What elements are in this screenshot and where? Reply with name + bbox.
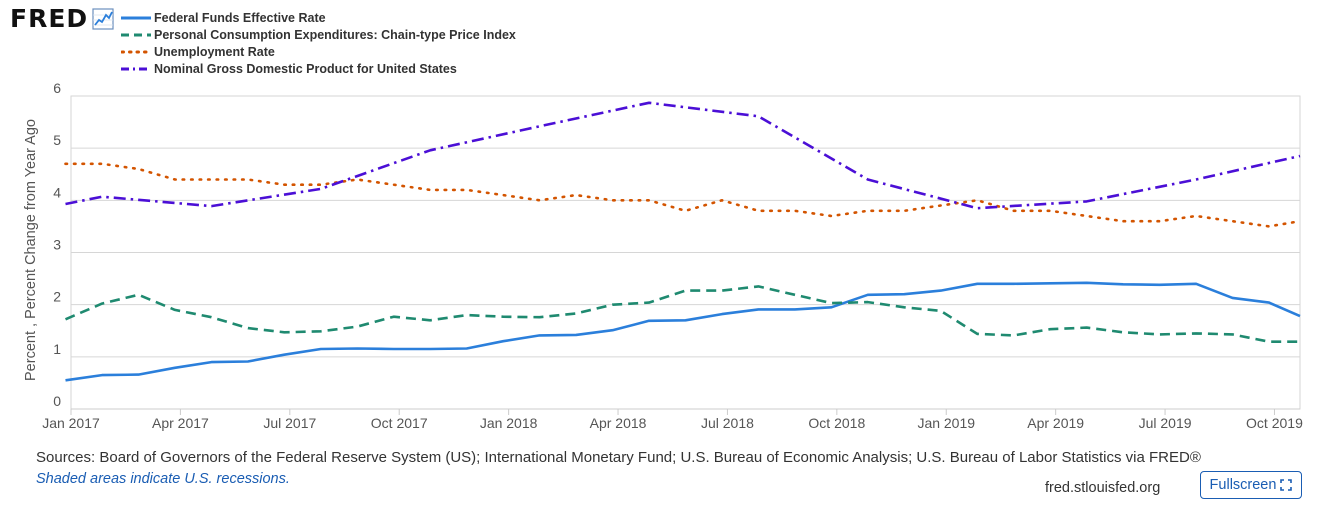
series-line-3[interactable] bbox=[65, 101, 1301, 210]
y-axis-label: Percent , Percent Change from Year Ago bbox=[23, 119, 39, 381]
y-tick-label: 6 bbox=[53, 80, 61, 96]
chart-legend: Federal Funds Effective Rate Personal Co… bbox=[121, 9, 516, 77]
series-line-0[interactable] bbox=[65, 281, 1301, 382]
x-tick-label: Jul 2018 bbox=[701, 415, 754, 431]
x-tick-label: Oct 2018 bbox=[808, 415, 865, 431]
axes: 0 1 2 3 4 5 6 Jan 2017 Apr 2017 Jul 2017 Oct 2017 J… bbox=[42, 80, 1303, 431]
x-tick-label: Jan 2017 bbox=[42, 415, 100, 431]
fullscreen-button[interactable]: Fullscreen bbox=[1200, 471, 1302, 499]
y-tick-label: 3 bbox=[53, 237, 61, 253]
y-tick-label: 0 bbox=[53, 393, 61, 409]
x-tick-label: Jan 2018 bbox=[480, 415, 538, 431]
legend-item[interactable]: Personal Consumption Expenditures: Chain… bbox=[121, 26, 516, 43]
legend-swatch-dashdot bbox=[121, 67, 151, 70]
y-tick-label: 1 bbox=[53, 341, 61, 357]
legend-item[interactable]: Nominal Gross Domestic Product for Unite… bbox=[121, 60, 516, 77]
sources-note: Sources: Board of Governors of the Feder… bbox=[36, 449, 1201, 466]
y-tick-label: 4 bbox=[53, 184, 61, 200]
legend-label: Personal Consumption Expenditures: Chain… bbox=[154, 27, 516, 42]
x-tick-label: Apr 2018 bbox=[590, 415, 647, 431]
line-chart[interactable]: 0 1 2 3 4 5 6 Jan 2017 Apr 2017 Jul 2017 Oct 2017 J… bbox=[0, 0, 1319, 440]
recession-note: Shaded areas indicate U.S. recessions. bbox=[36, 471, 290, 487]
x-tick-label: Oct 2017 bbox=[371, 415, 428, 431]
gridlines bbox=[70, 95, 1301, 410]
legend-swatch-dashed bbox=[121, 33, 151, 36]
site-link[interactable]: fred.stlouisfed.org bbox=[1045, 480, 1161, 496]
x-tick-label: Jul 2017 bbox=[263, 415, 316, 431]
y-tick-label: 5 bbox=[53, 132, 61, 148]
legend-item[interactable]: Federal Funds Effective Rate bbox=[121, 9, 516, 26]
x-tick-label: Apr 2019 bbox=[1027, 415, 1084, 431]
x-tick-label: Apr 2017 bbox=[152, 415, 209, 431]
series-layer bbox=[64, 101, 1302, 382]
legend-label: Nominal Gross Domestic Product for Unite… bbox=[154, 61, 457, 76]
fred-logo-text: FRED bbox=[10, 4, 89, 33]
legend-swatch-dotted bbox=[121, 50, 151, 53]
x-tick-label: Jan 2019 bbox=[917, 415, 975, 431]
legend-swatch-solid bbox=[121, 16, 151, 19]
legend-item[interactable]: Unemployment Rate bbox=[121, 43, 516, 60]
fred-logo[interactable]: FRED bbox=[10, 4, 114, 34]
y-tick-label: 2 bbox=[53, 289, 61, 305]
series-line-2[interactable] bbox=[64, 162, 1302, 228]
x-tick-label: Oct 2019 bbox=[1246, 415, 1303, 431]
fullscreen-label: Fullscreen bbox=[1209, 477, 1277, 493]
fullscreen-icon bbox=[1280, 479, 1293, 491]
line-chart-icon bbox=[92, 8, 114, 30]
legend-label: Federal Funds Effective Rate bbox=[154, 10, 326, 25]
legend-label: Unemployment Rate bbox=[154, 44, 275, 59]
x-tick-label: Jul 2019 bbox=[1139, 415, 1192, 431]
series-line-1[interactable] bbox=[64, 285, 1301, 344]
